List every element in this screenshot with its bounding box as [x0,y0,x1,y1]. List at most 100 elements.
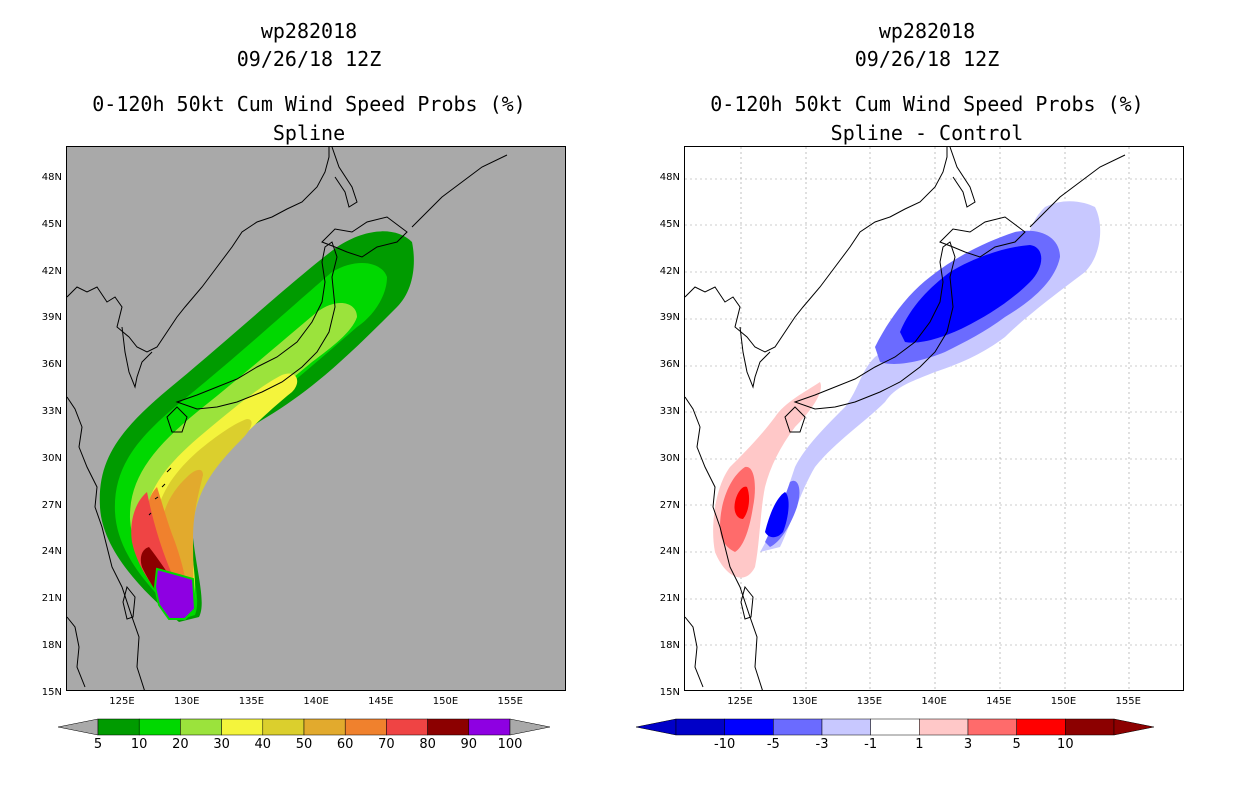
colorbar-label: -5 [766,737,780,752]
lon-label: 125E [109,696,135,707]
lon-label: 145E [986,696,1012,707]
coastline-korea [121,326,153,389]
lat-label: 21N [659,593,680,605]
colorbar-swatch [262,718,305,736]
lat-label: 48N [659,172,680,183]
right-panel: wp282018 09/26/18 12Z 0-120h 50kt Cum Wi… [618,0,1236,800]
lat-label: 48N [41,172,62,183]
coastline-korea [739,326,771,389]
coastline-mainland [67,147,330,353]
diff-neg-5 [900,245,1042,343]
coastline-japan-honshu [175,241,338,410]
lon-label: 140E [921,696,947,707]
lon-label: 150E [432,696,459,707]
colorbar-label: 40 [254,737,272,752]
colorbar-swatch [468,718,511,736]
lat-label: 45N [659,218,680,230]
lat-label: 30N [659,452,680,464]
product-title: 0-120h 50kt Cum Wind Speed Probs (%) [92,92,526,116]
date-title: 09/26/18 12Z [854,47,1000,71]
lon-label: 125E [727,696,753,707]
colorbar-label: 10 [130,737,148,752]
probability-map [66,146,566,691]
colorbar-label: 20 [172,737,189,752]
colorbar-swatch [675,718,725,736]
coastline-taiwan [740,585,754,620]
colorbar-left [57,718,551,736]
colorbar-right [635,718,1155,736]
colorbar-swatch [386,718,428,736]
lon-label: 155E [497,696,523,707]
lat-label: 39N [659,312,680,324]
lat-label: 15N [41,686,62,698]
colorbar-arrow-low [57,718,99,736]
coastline-japan-hokkaido [939,216,1026,258]
lat-label: 36N [659,359,680,371]
coastline-philippines [67,616,86,688]
colorbar-arrow-high [509,718,551,736]
method-title: Spline - Control [830,121,1024,145]
product-title: 0-120h 50kt Cum Wind Speed Probs (%) [710,92,1144,116]
diff-neg-5b [765,492,789,538]
coastline-kurils [411,154,508,228]
lat-label: 27N [659,499,680,511]
lat-label: 42N [659,265,680,277]
colorbar-label: 3 [963,737,973,752]
colorbar-swatch [724,718,774,736]
coastline-china [67,396,145,690]
lat-label: 18N [41,640,62,651]
colorbar-label: 30 [213,737,230,752]
colorbar-swatch [870,718,920,736]
lat-label: 18N [659,640,680,651]
storm-id-title: wp282018 [260,19,358,43]
lon-label: 130E [791,696,818,707]
coastline-taiwan [122,585,136,620]
lat-label: 33N [659,406,680,417]
colorbar-swatch [221,718,264,736]
left-panel: wp282018 09/26/18 12Z 0-120h 50kt Cum Wi… [92,19,526,145]
storm-id-title: wp282018 [878,19,976,43]
lat-label: 21N [41,593,62,605]
difference-map [684,146,1184,691]
lon-label: 155E [1115,696,1141,707]
colorbar-swatch [919,718,969,736]
colorbar-swatch [821,718,871,736]
lat-label: 24N [659,546,680,558]
diff-pos-5 [734,486,750,519]
coastline-mainland [685,147,948,353]
method-title: Spline [272,121,346,145]
map-background [685,147,1183,690]
colorbar-swatch [97,718,140,736]
colorbar-label: 50 [295,737,313,752]
lon-label: 135E [856,696,883,707]
difference-map-canvas [685,147,1183,690]
colorbar-label: 5 [93,737,103,752]
lat-label: 39N [41,312,62,324]
colorbar-swatch [1016,718,1066,736]
colorbar-swatch [303,718,346,736]
colorbar-swatch [138,718,181,736]
coastline-sakhalin [331,147,358,208]
swath-90 [153,567,197,620]
colorbar-label: 1 [915,737,924,752]
coastline-china [685,396,763,690]
coastline-kyushu [166,406,188,433]
coastline-kurils [1029,154,1126,228]
lon-label: 140E [303,696,329,707]
coastline-japan-honshu [793,241,956,410]
lat-label: 45N [41,218,62,230]
date-title: 09/26/18 12Z [236,47,382,71]
colorbar-label: -3 [815,737,829,752]
colorbar-swatch [427,718,470,736]
colorbar-arrow-low [635,718,677,736]
ryukyu-islands [148,467,172,516]
colorbar-swatch [967,718,1017,736]
probability-map-canvas [67,147,565,690]
colorbar-label: 100 [497,737,523,752]
lat-label: 15N [659,686,680,698]
colorbar-label: 90 [460,737,478,752]
colorbar-arrow-high [1113,718,1155,736]
coastline-kyushu [784,406,806,433]
colorbar-swatch [344,718,387,736]
lat-label: 33N [41,406,62,417]
